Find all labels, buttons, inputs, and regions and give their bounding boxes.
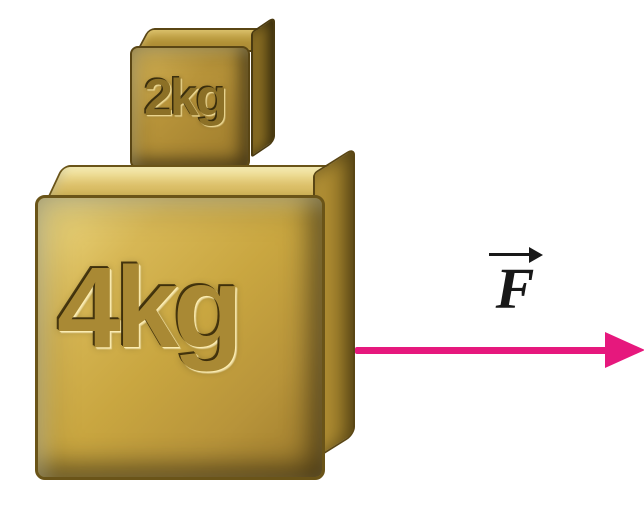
small-block <box>130 28 275 173</box>
vector-overarrow-icon <box>489 246 543 264</box>
force-arrow <box>355 330 644 370</box>
big-block-front-face <box>35 195 325 480</box>
force-vector-label: F <box>475 260 555 318</box>
force-symbol: F <box>475 260 555 318</box>
big-block <box>35 165 355 480</box>
small-block-front-face <box>130 46 250 169</box>
force-arrow-shaft <box>355 347 610 354</box>
force-arrow-head <box>605 332 644 368</box>
small-block-side-face <box>251 16 275 158</box>
big-block-3d <box>35 165 355 480</box>
vector-overarrow-shaft <box>489 253 529 256</box>
vector-overarrow-head <box>529 247 543 263</box>
small-block-3d <box>130 28 275 173</box>
physics-diagram: 2kg 4kg F <box>35 20 615 500</box>
